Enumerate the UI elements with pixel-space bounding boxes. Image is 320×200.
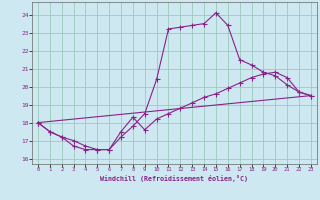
X-axis label: Windchill (Refroidissement éolien,°C): Windchill (Refroidissement éolien,°C) <box>100 175 248 182</box>
